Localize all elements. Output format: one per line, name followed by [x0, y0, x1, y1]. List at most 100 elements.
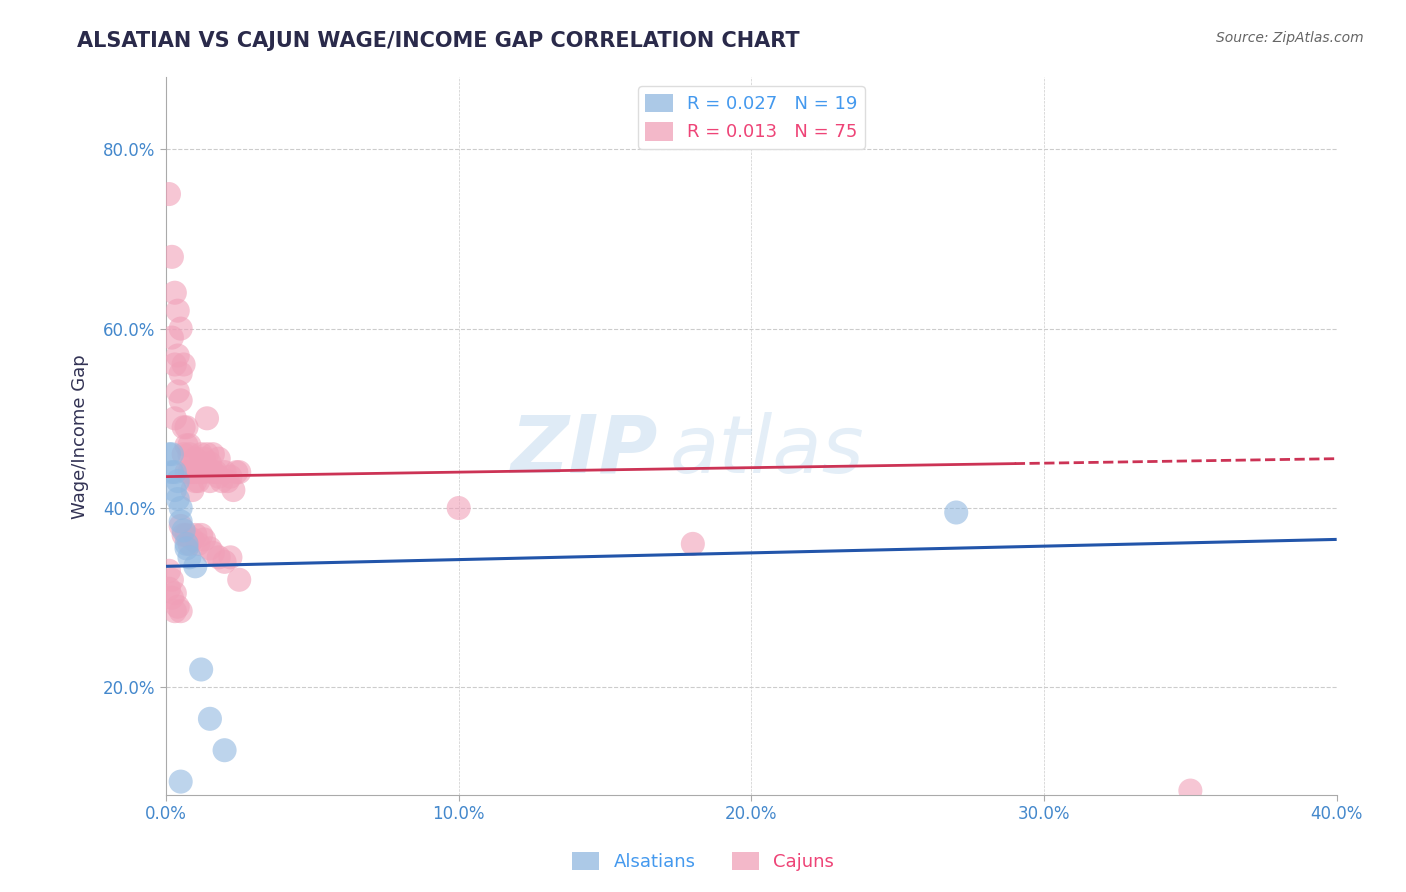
Point: [214, 743, 236, 757]
Point: [163, 604, 186, 618]
Point: [173, 447, 195, 461]
Point: [173, 358, 195, 372]
Point: [160, 465, 183, 479]
Point: [166, 303, 188, 318]
Point: [176, 528, 198, 542]
Point: [198, 474, 221, 488]
Point: [170, 519, 193, 533]
Point: [225, 465, 247, 479]
Point: [176, 465, 198, 479]
Point: [181, 533, 204, 547]
Point: [163, 411, 186, 425]
Point: [179, 537, 201, 551]
Point: [170, 321, 193, 335]
Point: [184, 465, 207, 479]
Point: [228, 573, 250, 587]
Point: [187, 474, 209, 488]
Point: [181, 483, 204, 497]
Point: [222, 483, 245, 497]
Point: [193, 451, 215, 466]
Point: [160, 573, 183, 587]
Point: [163, 483, 186, 497]
Point: [195, 411, 218, 425]
Point: [228, 465, 250, 479]
Point: [184, 559, 207, 574]
Point: [682, 537, 704, 551]
Point: [193, 465, 215, 479]
Point: [166, 599, 188, 614]
Point: [166, 491, 188, 506]
Point: [208, 550, 231, 565]
Point: [190, 528, 212, 542]
Point: [208, 451, 231, 466]
Point: [166, 384, 188, 399]
Point: [163, 358, 186, 372]
Legend: Alsatians, Cajuns: Alsatians, Cajuns: [565, 845, 841, 879]
Point: [193, 533, 215, 547]
Point: [190, 465, 212, 479]
Point: [187, 460, 209, 475]
Point: [184, 528, 207, 542]
Point: [176, 537, 198, 551]
Point: [179, 465, 201, 479]
Point: [208, 469, 231, 483]
Point: [157, 582, 180, 596]
Point: [163, 285, 186, 300]
Point: [181, 465, 204, 479]
Point: [173, 528, 195, 542]
Text: ZIP: ZIP: [510, 411, 658, 490]
Point: [179, 550, 201, 565]
Point: [179, 438, 201, 452]
Point: [190, 663, 212, 677]
Point: [195, 447, 218, 461]
Point: [219, 469, 242, 483]
Text: Source: ZipAtlas.com: Source: ZipAtlas.com: [1216, 31, 1364, 45]
Point: [198, 541, 221, 556]
Point: [219, 550, 242, 565]
Point: [190, 447, 212, 461]
Point: [447, 501, 470, 516]
Point: [211, 474, 233, 488]
Point: [176, 438, 198, 452]
Point: [170, 393, 193, 408]
Point: [160, 447, 183, 461]
Point: [173, 420, 195, 434]
Point: [214, 465, 236, 479]
Point: [157, 187, 180, 202]
Point: [157, 447, 180, 461]
Point: [198, 456, 221, 470]
Point: [170, 501, 193, 516]
Point: [201, 546, 224, 560]
Point: [163, 465, 186, 479]
Point: [176, 541, 198, 556]
Point: [166, 349, 188, 363]
Point: [204, 465, 226, 479]
Point: [184, 474, 207, 488]
Text: atlas: atlas: [669, 411, 865, 490]
Point: [217, 474, 239, 488]
Point: [201, 447, 224, 461]
Point: [170, 774, 193, 789]
Point: [160, 330, 183, 344]
Point: [198, 712, 221, 726]
Point: [184, 451, 207, 466]
Point: [214, 555, 236, 569]
Point: [163, 586, 186, 600]
Point: [166, 474, 188, 488]
Text: ALSATIAN VS CAJUN WAGE/INCOME GAP CORRELATION CHART: ALSATIAN VS CAJUN WAGE/INCOME GAP CORREL…: [77, 31, 800, 51]
Point: [945, 506, 967, 520]
Point: [1180, 783, 1202, 797]
Point: [179, 447, 201, 461]
Point: [176, 420, 198, 434]
Y-axis label: Wage/Income Gap: Wage/Income Gap: [72, 354, 89, 518]
Point: [173, 524, 195, 538]
Point: [201, 465, 224, 479]
Point: [160, 591, 183, 605]
Point: [170, 515, 193, 529]
Point: [170, 367, 193, 381]
Point: [160, 250, 183, 264]
Point: [187, 537, 209, 551]
Point: [181, 456, 204, 470]
Point: [157, 564, 180, 578]
Point: [170, 604, 193, 618]
